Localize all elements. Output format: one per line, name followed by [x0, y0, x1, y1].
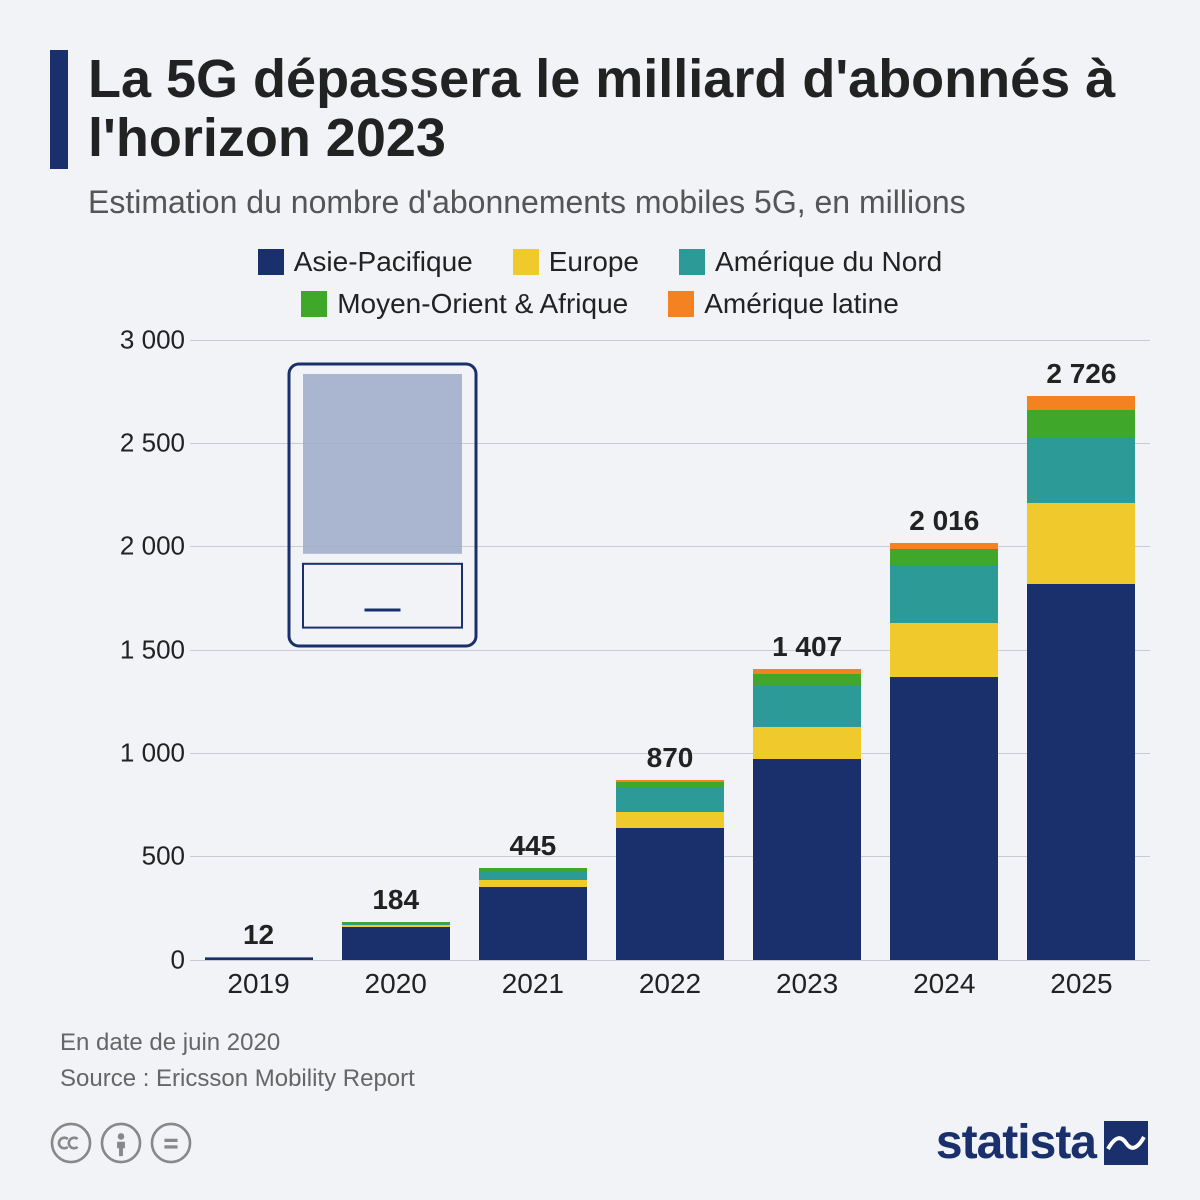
- brand-text: statista: [936, 1115, 1096, 1170]
- statista-logo: statista: [936, 1115, 1150, 1170]
- x-tick-label: 2022: [616, 960, 724, 1000]
- bar-total-label: 445: [452, 830, 614, 862]
- x-tick-label: 2025: [1027, 960, 1135, 1000]
- bar-column: 1 407: [753, 340, 861, 960]
- x-tick-label: 2021: [479, 960, 587, 1000]
- bar-segment: [1027, 503, 1135, 584]
- bar-segment: [1027, 410, 1135, 437]
- note-source: Source : Ericsson Mobility Report: [60, 1061, 1150, 1097]
- x-tick-label: 2023: [753, 960, 861, 1000]
- legend-item: Europe: [513, 246, 639, 278]
- bar-segment: [616, 828, 724, 960]
- y-tick-label: 2 500: [90, 428, 185, 459]
- chart-area: 05001 0001 5002 0002 5003 000 1218444587…: [90, 340, 1150, 1000]
- bar-segment: [479, 871, 587, 880]
- bar-total-label: 2 016: [863, 505, 1025, 537]
- x-tick-label: 2024: [890, 960, 998, 1000]
- bar-segment: [616, 787, 724, 812]
- footer-row: statista: [50, 1115, 1150, 1170]
- bar-segment: [890, 549, 998, 566]
- x-axis-labels: 2019 2020 2021 2022 2023 2024 2025: [190, 960, 1150, 1000]
- license-icons: [50, 1122, 192, 1164]
- y-tick-label: 1 000: [90, 738, 185, 769]
- legend: Asie-Pacifique Europe Amérique du Nord Moye…: [125, 246, 1075, 320]
- nd-icon: [150, 1122, 192, 1164]
- title-block: La 5G dépassera le milliard d'abonnés à …: [50, 50, 1150, 169]
- legend-swatch: [258, 249, 284, 275]
- x-tick-label: 2020: [342, 960, 450, 1000]
- legend-swatch: [513, 249, 539, 275]
- bar-segment: [342, 927, 450, 960]
- footer-notes: En date de juin 2020 Source : Ericsson M…: [60, 1025, 1150, 1097]
- y-tick-label: 2 000: [90, 531, 185, 562]
- y-tick-label: 0: [90, 944, 185, 975]
- bar-segment: [479, 880, 587, 887]
- statista-wave-icon: [1102, 1119, 1150, 1167]
- bar-column: 2 726: [1027, 340, 1135, 960]
- legend-item: Amérique latine: [668, 288, 899, 320]
- legend-label: Amérique latine: [704, 288, 899, 320]
- legend-item: Amérique du Nord: [679, 246, 942, 278]
- bar-segment: [890, 677, 998, 960]
- bar-segment: [1027, 437, 1135, 503]
- y-tick-label: 3 000: [90, 324, 185, 355]
- bar-total-label: 184: [315, 884, 477, 916]
- bar-segment: [753, 686, 861, 727]
- legend-label: Europe: [549, 246, 639, 278]
- bar-column: 445: [479, 340, 587, 960]
- chart-title: La 5G dépassera le milliard d'abonnés à …: [88, 50, 1150, 169]
- bar-segment: [616, 812, 724, 828]
- x-tick-label: 2019: [205, 960, 313, 1000]
- bar-segment: [753, 674, 861, 686]
- bar-segment: [1027, 584, 1135, 960]
- cc-icon: [50, 1122, 92, 1164]
- bar-segment: [890, 565, 998, 623]
- note-date: En date de juin 2020: [60, 1025, 1150, 1061]
- bar-total-label: 870: [589, 742, 751, 774]
- legend-label: Asie-Pacifique: [294, 246, 473, 278]
- legend-label: Moyen-Orient & Afrique: [337, 288, 628, 320]
- bar-total-label: 2 726: [1000, 358, 1162, 390]
- bar-segment: [753, 759, 861, 959]
- legend-swatch: [668, 291, 694, 317]
- legend-swatch: [679, 249, 705, 275]
- bar-column: 870: [616, 340, 724, 960]
- legend-swatch: [301, 291, 327, 317]
- bar-segment: [1027, 396, 1135, 410]
- bar-segment: [753, 727, 861, 759]
- bar-segment: [479, 887, 587, 959]
- legend-label: Amérique du Nord: [715, 246, 942, 278]
- bar-total-label: 1 407: [726, 631, 888, 663]
- y-tick-label: 500: [90, 841, 185, 872]
- legend-item: Moyen-Orient & Afrique: [301, 288, 628, 320]
- y-tick-label: 1 500: [90, 634, 185, 665]
- chart-subtitle: Estimation du nombre d'abonnements mobil…: [88, 184, 1150, 221]
- bar-total-label: 12: [178, 919, 340, 951]
- by-icon: [100, 1122, 142, 1164]
- legend-item: Asie-Pacifique: [258, 246, 473, 278]
- phone-icon: [285, 360, 480, 650]
- title-accent-bar: [50, 50, 68, 169]
- bar-segment: [890, 623, 998, 677]
- bar-column: 2 016: [890, 340, 998, 960]
